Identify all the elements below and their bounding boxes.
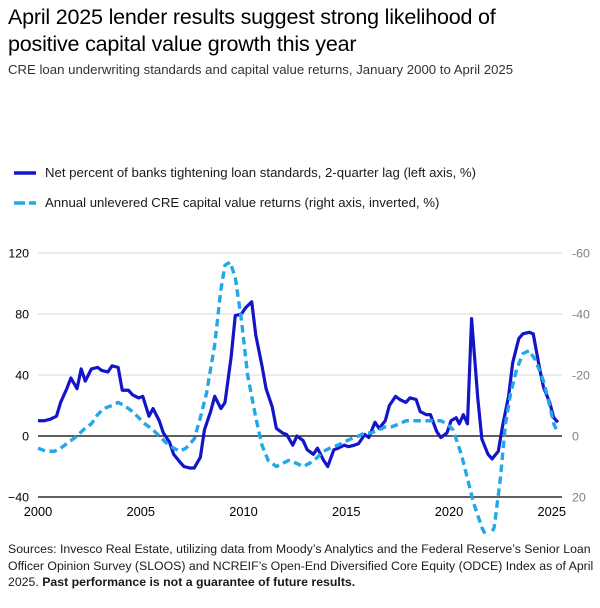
- x-axis-tick-label: 2025: [537, 504, 565, 519]
- chart-sources-footer: Sources: Invesco Real Estate, utilizing …: [8, 541, 594, 591]
- x-axis-tick-label: 2000: [24, 504, 52, 519]
- left-axis-tick-label: 120: [8, 247, 29, 261]
- x-axis-tick-label: 2015: [332, 504, 360, 519]
- right-axis-tick-label: -40: [572, 308, 590, 322]
- x-axis-tick-label: 2020: [435, 504, 463, 519]
- sources-text: Sources: Invesco Real Estate, utilizing …: [8, 542, 594, 590]
- disclaimer-text: Past performance is not a guarantee of f…: [42, 575, 356, 590]
- chart-header: April 2025 lender results suggest strong…: [8, 4, 592, 79]
- chart-zero-line: [38, 435, 562, 498]
- right-axis-ticks: 20 0 -20 -40 -60: [572, 247, 590, 505]
- legend-label-capital-returns: Annual unlevered CRE capital value retur…: [45, 195, 440, 210]
- x-axis-tick-label: 2010: [229, 504, 257, 519]
- chart-svg: −40 0 40 80 120 20 0 -20 -40 -60 2000 2005 2010 201…: [8, 247, 590, 535]
- right-axis-tick-label: -60: [572, 247, 590, 261]
- page-title: April 2025 lender results suggest strong…: [8, 5, 496, 56]
- right-axis-tick-label: 20: [572, 491, 586, 505]
- right-axis-tick-label: 0: [572, 430, 579, 444]
- left-axis-tick-label: 0: [22, 430, 29, 444]
- series-line-loan-standards: [38, 300, 560, 470]
- left-axis-ticks: −40 0 40 80 120: [8, 247, 29, 505]
- dashed-line-swatch-icon: [14, 197, 36, 209]
- right-axis-tick-label: -20: [572, 369, 590, 383]
- left-axis-tick-label: 80: [15, 308, 29, 322]
- x-axis-ticks: 2000 2005 2010 2015 2020 2025: [24, 504, 566, 519]
- chart-plot-area: −40 0 40 80 120 20 0 -20 -40 -60 2000 2005 2010 201…: [0, 240, 600, 535]
- legend-item-loan-standards[interactable]: Net percent of banks tightening loan sta…: [14, 162, 584, 184]
- series-line-capital-returns: [37, 260, 560, 535]
- chart-subtitle: CRE loan underwriting standards and capi…: [8, 62, 514, 77]
- legend-label-loan-standards: Net percent of banks tightening loan sta…: [45, 165, 477, 180]
- legend-item-capital-returns[interactable]: Annual unlevered CRE capital value retur…: [14, 192, 584, 214]
- solid-line-swatch-icon: [14, 167, 36, 179]
- chart-series-layer: [37, 260, 560, 535]
- left-axis-tick-label: −40: [8, 491, 29, 505]
- left-axis-tick-label: 40: [15, 369, 29, 383]
- x-axis-tick-label: 2005: [127, 504, 155, 519]
- chart-gridlines: [38, 252, 562, 376]
- chart-legend: Net percent of banks tightening loan sta…: [14, 162, 584, 214]
